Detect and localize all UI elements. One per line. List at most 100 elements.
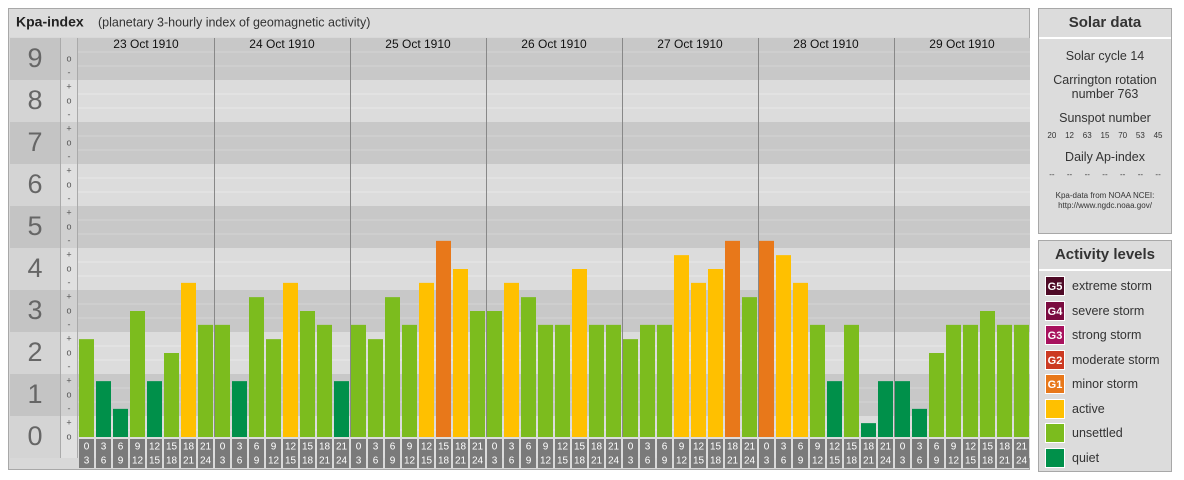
bar [912, 408, 927, 437]
minor-tick-label: o [66, 431, 71, 441]
hour-box [538, 439, 553, 468]
bar [96, 381, 111, 437]
minor-tick-label: - [68, 109, 71, 119]
hour-end: 9 [390, 456, 396, 467]
bar [725, 240, 740, 437]
bar [1014, 324, 1029, 437]
legend-label: severe storm [1072, 303, 1145, 318]
hour-start: 15 [846, 442, 858, 453]
hour-end: 18 [982, 456, 994, 467]
minor-tick-label: + [66, 123, 71, 133]
bar [436, 240, 451, 437]
y-label-band [10, 374, 60, 416]
hour-end: 18 [302, 456, 314, 467]
sunspot-value: 53 [1135, 131, 1145, 140]
hour-box [606, 439, 621, 468]
hour-end: 6 [373, 456, 379, 467]
hour-start: 0 [84, 442, 90, 453]
hour-box [640, 439, 655, 468]
minor-band [60, 416, 78, 458]
bar [708, 269, 723, 437]
hour-start: 6 [254, 442, 260, 453]
minor-tick-label: + [66, 249, 71, 259]
hour-end: 15 [421, 456, 433, 467]
bar [946, 324, 961, 437]
legend-item: G5 extreme storm [1039, 274, 1171, 299]
hour-end: 3 [220, 456, 226, 467]
hour-end: 21 [727, 456, 739, 467]
hour-start: 3 [645, 442, 651, 453]
y-label-band [10, 38, 60, 80]
hour-box [317, 439, 332, 468]
bar [691, 282, 706, 437]
hour-end: 12 [812, 456, 824, 467]
y-label-band [10, 290, 60, 332]
hour-end: 24 [880, 456, 892, 467]
hour-end: 6 [781, 456, 787, 467]
hour-box [453, 439, 468, 468]
legend-label: extreme storm [1072, 279, 1152, 294]
hour-end: 12 [540, 456, 552, 467]
hour-start: 12 [829, 442, 841, 453]
y-band [78, 80, 1030, 122]
hour-start: 6 [118, 442, 124, 453]
bar [572, 269, 587, 437]
hour-start: 9 [135, 442, 141, 453]
minor-tick-label: o [66, 221, 71, 231]
hour-end: 6 [509, 456, 515, 467]
hour-box [113, 439, 128, 468]
bar [232, 381, 247, 437]
hour-box [266, 439, 281, 468]
legend-label: active [1072, 401, 1105, 416]
minor-tick-label: o [66, 305, 71, 315]
minor-tick-label: o [66, 53, 71, 63]
hour-end: 3 [628, 456, 634, 467]
hour-end: 21 [863, 456, 875, 467]
hour-start: 21 [472, 442, 484, 453]
y-label-band [10, 122, 60, 164]
hour-end: 3 [84, 456, 90, 467]
bar [351, 324, 366, 437]
hour-start: 18 [863, 442, 875, 453]
hour-start: 12 [285, 442, 297, 453]
minor-tick-label: - [68, 361, 71, 371]
hour-end: 21 [455, 456, 467, 467]
minor-band [60, 164, 78, 206]
hour-box [776, 439, 791, 468]
legend-label: minor storm [1072, 377, 1138, 392]
bar [997, 324, 1012, 437]
bar [266, 339, 281, 437]
hour-box [878, 439, 893, 468]
minor-band [60, 248, 78, 290]
legend-swatch: G3 [1045, 325, 1065, 346]
hour-end: 18 [846, 456, 858, 467]
sunspot-value: 45 [1153, 131, 1163, 140]
minor-tick-label: - [68, 67, 71, 77]
hour-end: 6 [917, 456, 923, 467]
bar [453, 269, 468, 437]
bar [606, 324, 621, 437]
hour-box [844, 439, 859, 468]
ap-value: -- [1102, 170, 1108, 179]
hour-box [708, 439, 723, 468]
hour-start: 12 [693, 442, 705, 453]
hour-start: 0 [764, 442, 770, 453]
hour-end: 6 [645, 456, 651, 467]
ap-value: -- [1066, 170, 1073, 179]
hour-end: 15 [693, 456, 705, 467]
source: Kpa-data from NOAA NCEI: http://www.ngdc.… [1039, 191, 1171, 211]
legend-label: strong storm [1072, 328, 1142, 343]
hour-start: 15 [166, 442, 178, 453]
hour-box [674, 439, 689, 468]
y-label-band [10, 164, 60, 206]
legend-item: G2 moderate storm [1039, 348, 1171, 373]
hour-end: 15 [557, 456, 569, 467]
bar [827, 381, 842, 437]
y-tick-label: 5 [27, 211, 42, 241]
ap-label: Daily Ap-index [1065, 150, 1145, 164]
hour-box [181, 439, 196, 468]
hour-end: 6 [237, 456, 243, 467]
hour-box [436, 439, 451, 468]
hour-end: 9 [118, 456, 124, 467]
ap-value: -- [1155, 170, 1161, 179]
